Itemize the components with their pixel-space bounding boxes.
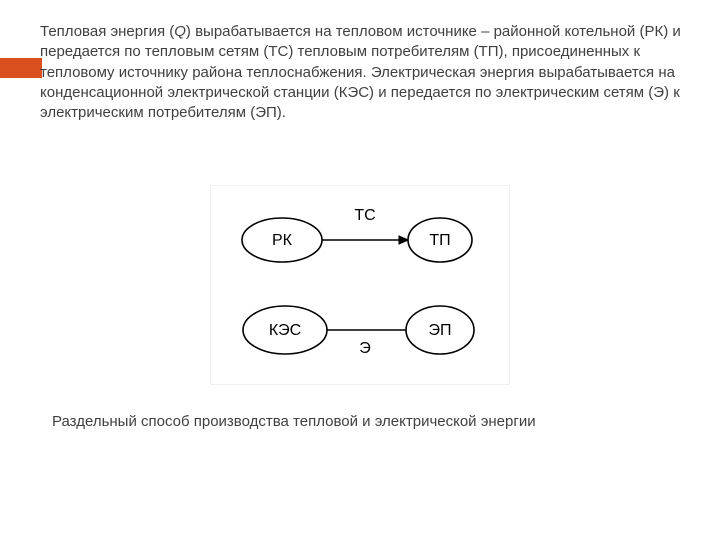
node-label-ep: ЭП: [429, 322, 452, 339]
paragraph: Тепловая энергия (Q) вырабатывается на т…: [40, 22, 690, 123]
node-label-rk: РК: [272, 232, 293, 249]
edge-label-rk-tp: ТС: [354, 207, 375, 224]
energy-diagram: ТС Э РК ТП КЭС ЭП: [210, 185, 510, 385]
paragraph-var: Q: [174, 23, 186, 40]
paragraph-lead: Тепловая энергия (: [40, 23, 174, 40]
edge-label-kes-ep: Э: [359, 340, 371, 357]
caption: Раздельный способ производства тепловой …: [52, 413, 680, 430]
accent-bar: [0, 58, 42, 78]
node-label-tp: ТП: [429, 232, 450, 249]
node-label-kes: КЭС: [269, 322, 301, 339]
